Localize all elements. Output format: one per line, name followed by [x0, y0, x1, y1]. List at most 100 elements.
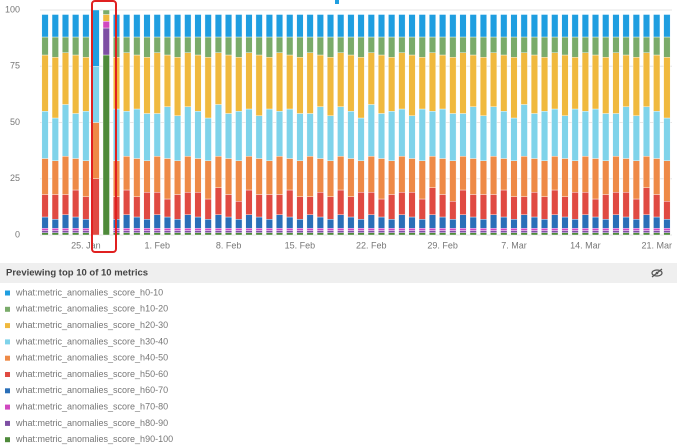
bar-segment — [72, 14, 80, 38]
bar-segment — [418, 160, 426, 200]
bar-segment — [123, 189, 131, 215]
bar-segment — [123, 214, 131, 229]
bar-segment — [327, 219, 334, 229]
bar-segment — [306, 232, 314, 236]
bar-segment — [408, 228, 416, 231]
bar-segment — [388, 57, 396, 112]
legend-swatch — [5, 339, 10, 345]
bar-segment — [214, 230, 222, 233]
bar-segment — [663, 228, 671, 231]
range-handle[interactable] — [335, 0, 339, 4]
bar-segment — [653, 232, 661, 236]
bar-segment — [581, 36, 589, 53]
bar-segment — [459, 156, 467, 191]
bar-segment — [225, 158, 233, 195]
bar-segment — [296, 14, 304, 38]
bar-segment — [174, 160, 182, 195]
bar-segment — [469, 194, 477, 218]
bar-segment — [306, 14, 314, 38]
bar-segment — [357, 160, 365, 193]
bar-segment — [561, 158, 569, 197]
bar-segment — [276, 36, 284, 53]
hide-icon[interactable] — [651, 268, 663, 278]
bar-segment — [398, 228, 406, 231]
bar-segment — [51, 194, 59, 220]
bar-segment — [41, 14, 49, 38]
bar-segment — [581, 111, 589, 157]
bar-segment — [459, 36, 467, 53]
bar-segment — [265, 194, 273, 220]
bar-segment — [428, 232, 436, 236]
bar-segment — [439, 194, 447, 218]
bar-segment — [235, 160, 243, 202]
bar-segment — [510, 160, 518, 197]
bar-segment — [225, 54, 233, 114]
bar-segment — [184, 232, 192, 236]
bar-segment — [408, 115, 416, 159]
bar-segment — [449, 201, 457, 220]
bar-segment — [469, 14, 477, 38]
bar-segment — [306, 214, 314, 229]
bar-segment — [204, 232, 212, 236]
bar-segment — [653, 228, 661, 231]
bar-segment — [286, 54, 294, 110]
bar-segment — [184, 14, 192, 38]
bar-segment — [479, 14, 487, 38]
bar-segment — [51, 232, 59, 236]
bar-segment — [62, 214, 69, 229]
bar-segment — [663, 219, 671, 229]
bar-segment — [612, 156, 620, 193]
bar-segment — [541, 160, 549, 197]
bar-segment — [500, 189, 508, 218]
bar-segment — [663, 201, 671, 220]
bar-segment — [663, 36, 671, 58]
bar-segment — [653, 230, 661, 233]
bar-segment — [327, 36, 334, 58]
bar-segment — [408, 230, 416, 233]
bar-segment — [163, 232, 171, 236]
bar-segment — [541, 14, 549, 38]
bar-segment — [133, 228, 141, 231]
bar-segment — [663, 57, 671, 119]
bar-segment — [316, 230, 324, 233]
bar-segment — [541, 111, 549, 161]
bar-segment — [398, 232, 406, 236]
bar-segment — [541, 219, 549, 229]
bar-segment — [296, 228, 304, 231]
bar-segment — [163, 198, 171, 218]
bar-segment — [602, 36, 610, 58]
bar-segment — [439, 158, 447, 195]
bar-segment — [286, 228, 294, 231]
bar-segment — [632, 160, 640, 200]
bar-segment — [449, 36, 457, 58]
bar-segment — [418, 219, 426, 229]
bar-segment — [51, 14, 59, 38]
bar-segment — [286, 36, 294, 56]
bar-segment — [561, 14, 569, 38]
legend-label: what:metric_anomalies_score_h40-50 — [15, 353, 168, 363]
bar-segment — [500, 230, 508, 233]
bar-segment — [82, 230, 90, 233]
bar-segment — [581, 232, 589, 236]
bar-segment — [82, 57, 90, 112]
bar-segment — [418, 230, 426, 233]
bar-segment — [602, 113, 610, 161]
bar-segment — [643, 156, 650, 188]
bar-segment — [378, 158, 385, 200]
bar-segment — [327, 196, 334, 220]
bar-segment — [72, 113, 80, 159]
bar-segment — [398, 214, 406, 229]
bar-segment — [184, 36, 192, 53]
bar-segment — [378, 54, 385, 114]
bar-segment — [51, 219, 59, 229]
bar-segment — [245, 232, 253, 236]
bar-segment — [174, 232, 182, 236]
bar-segment — [163, 216, 171, 229]
bar-segment — [214, 52, 222, 105]
bar-segment — [449, 113, 457, 161]
bar-segment — [428, 111, 436, 157]
bar-segment — [51, 230, 59, 233]
bar-segment — [337, 156, 345, 191]
bar-segment — [551, 108, 559, 157]
